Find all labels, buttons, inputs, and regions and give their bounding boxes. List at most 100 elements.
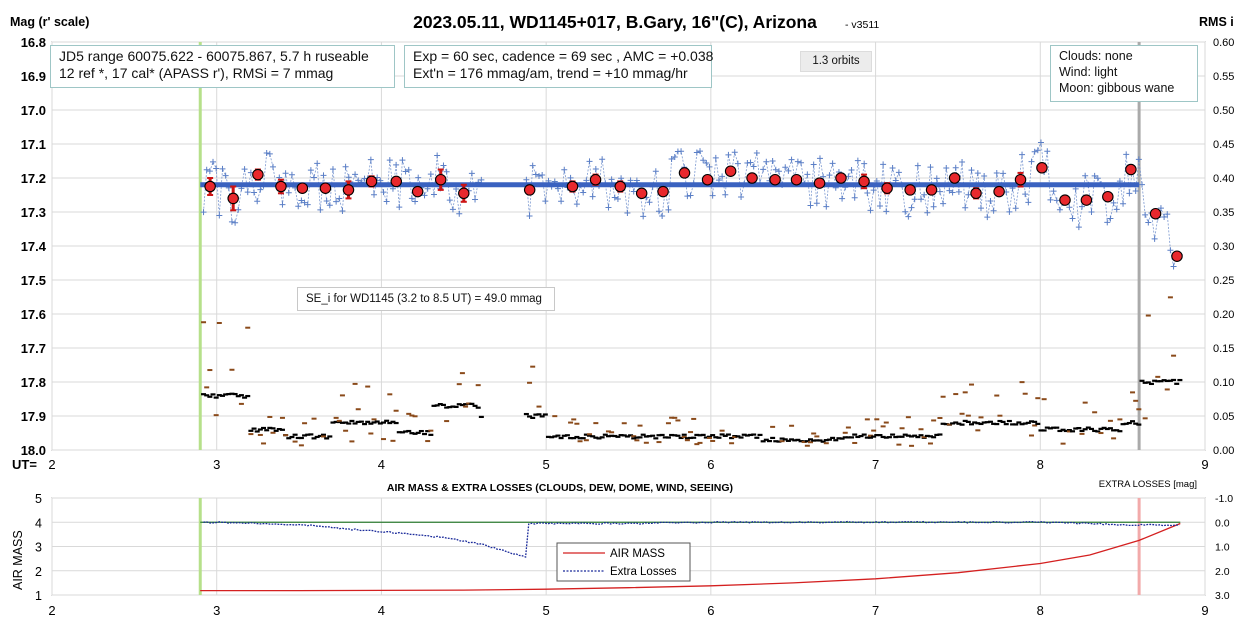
individual-point [895, 169, 902, 176]
binned-point [925, 184, 938, 196]
individual-point [902, 208, 909, 215]
individual-point [203, 166, 210, 173]
air-mass-line [200, 522, 1181, 592]
individual-point [981, 173, 988, 180]
individual-point [1022, 191, 1029, 198]
individual-point [1161, 213, 1168, 220]
binned-measurements-series [204, 162, 1183, 262]
individual-point [876, 203, 883, 210]
individual-point [946, 187, 953, 194]
individual-point [908, 204, 915, 211]
individual-point [301, 199, 308, 206]
individual-point [1139, 181, 1145, 188]
individual-point [1025, 199, 1032, 206]
individual-point [968, 167, 975, 174]
binned-point [566, 180, 579, 193]
individual-point [333, 198, 340, 205]
legend-extra-losses-label: Extra Losses [610, 566, 677, 578]
individual-point [446, 197, 453, 204]
individual-point [213, 165, 220, 172]
individual-point [782, 164, 789, 171]
jd-range-line: JD5 range 60075.622 - 60075.867, 5.7 h r… [59, 48, 369, 64]
legend-air-mass-label: AIR MASS [610, 548, 665, 560]
individual-point [526, 213, 533, 220]
individual-point [924, 209, 931, 216]
individual-point [421, 192, 428, 199]
individual-point [618, 175, 625, 182]
binned-point [296, 182, 309, 194]
individual-point [251, 189, 258, 196]
x-tick-label: 3 [213, 457, 220, 472]
individual-point [848, 166, 855, 173]
y-tick-label: 18.0 [21, 443, 46, 458]
individual-point [769, 157, 776, 164]
se-label-box: SE_i for WD1145 (3.2 to 8.5 UT) = 49.0 m… [297, 287, 555, 311]
binned-point [858, 175, 870, 188]
y-tick-label: 17.0 [21, 103, 46, 118]
individual-point [984, 214, 991, 221]
individual-point [861, 160, 868, 167]
individual-point [336, 195, 343, 202]
left-axis-title: Mag (r' scale) [10, 15, 89, 29]
individual-point [254, 198, 261, 205]
lower-y2-tick-label: -1.0 [1215, 493, 1233, 505]
lower-x-tick-label: 4 [378, 603, 385, 618]
individual-point [659, 213, 666, 220]
rms-series [201, 296, 1183, 447]
individual-point [1082, 172, 1089, 179]
binned-point [657, 185, 669, 198]
individual-point [558, 198, 565, 205]
individual-point [269, 163, 276, 170]
individual-point [813, 200, 820, 207]
y-tick-label: 17.4 [21, 239, 47, 254]
individual-point [532, 171, 539, 178]
individual-point [1164, 211, 1171, 218]
individual-point [200, 209, 207, 216]
individual-point [640, 213, 647, 220]
binned-point [769, 173, 781, 186]
individual-point [279, 201, 286, 208]
lower-y2-tick-label: 0.0 [1215, 517, 1230, 529]
binned-point [523, 184, 536, 196]
individual-point [851, 194, 858, 201]
individual-point [798, 159, 805, 166]
individual-point [371, 191, 378, 198]
individual-point [1031, 148, 1038, 155]
individual-point [829, 160, 836, 167]
individual-point [1019, 151, 1026, 158]
lower-y-tick-label: 1 [35, 589, 42, 603]
binned-point [614, 180, 627, 193]
binned-point [790, 173, 803, 186]
binned-point [881, 182, 893, 194]
binned-point [835, 172, 847, 184]
individual-point [952, 164, 959, 171]
individual-point [889, 164, 896, 171]
binned-point [458, 187, 470, 200]
individual-point [320, 172, 327, 179]
individual-point [1107, 215, 1114, 222]
individual-point [725, 151, 732, 158]
individual-point [1113, 206, 1120, 213]
individual-point [323, 198, 330, 205]
individual-point [794, 158, 801, 165]
individual-point [738, 194, 745, 201]
individual-point [342, 163, 349, 170]
individual-point [440, 162, 447, 169]
ref-stars-line: 12 ref *, 17 cal* (APASS r'), RMSi = 7 m… [59, 65, 334, 81]
individual-point [943, 164, 950, 171]
binned-point [227, 192, 239, 205]
lower-y-tick-label: 3 [35, 541, 42, 555]
individual-point [678, 148, 685, 155]
individual-point [839, 195, 846, 202]
air-mass-session-markers [198, 498, 1141, 595]
individual-point [307, 167, 314, 174]
lower-x-tick-label: 3 [213, 603, 220, 618]
individual-point [918, 196, 925, 203]
y-tick-label: 17.3 [21, 205, 46, 220]
individual-point [864, 190, 871, 197]
y2-tick-label: 0.00 [1213, 445, 1234, 457]
individual-point [712, 154, 719, 161]
binned-point [434, 173, 447, 186]
individual-point [1126, 190, 1133, 197]
individual-point [304, 201, 311, 208]
